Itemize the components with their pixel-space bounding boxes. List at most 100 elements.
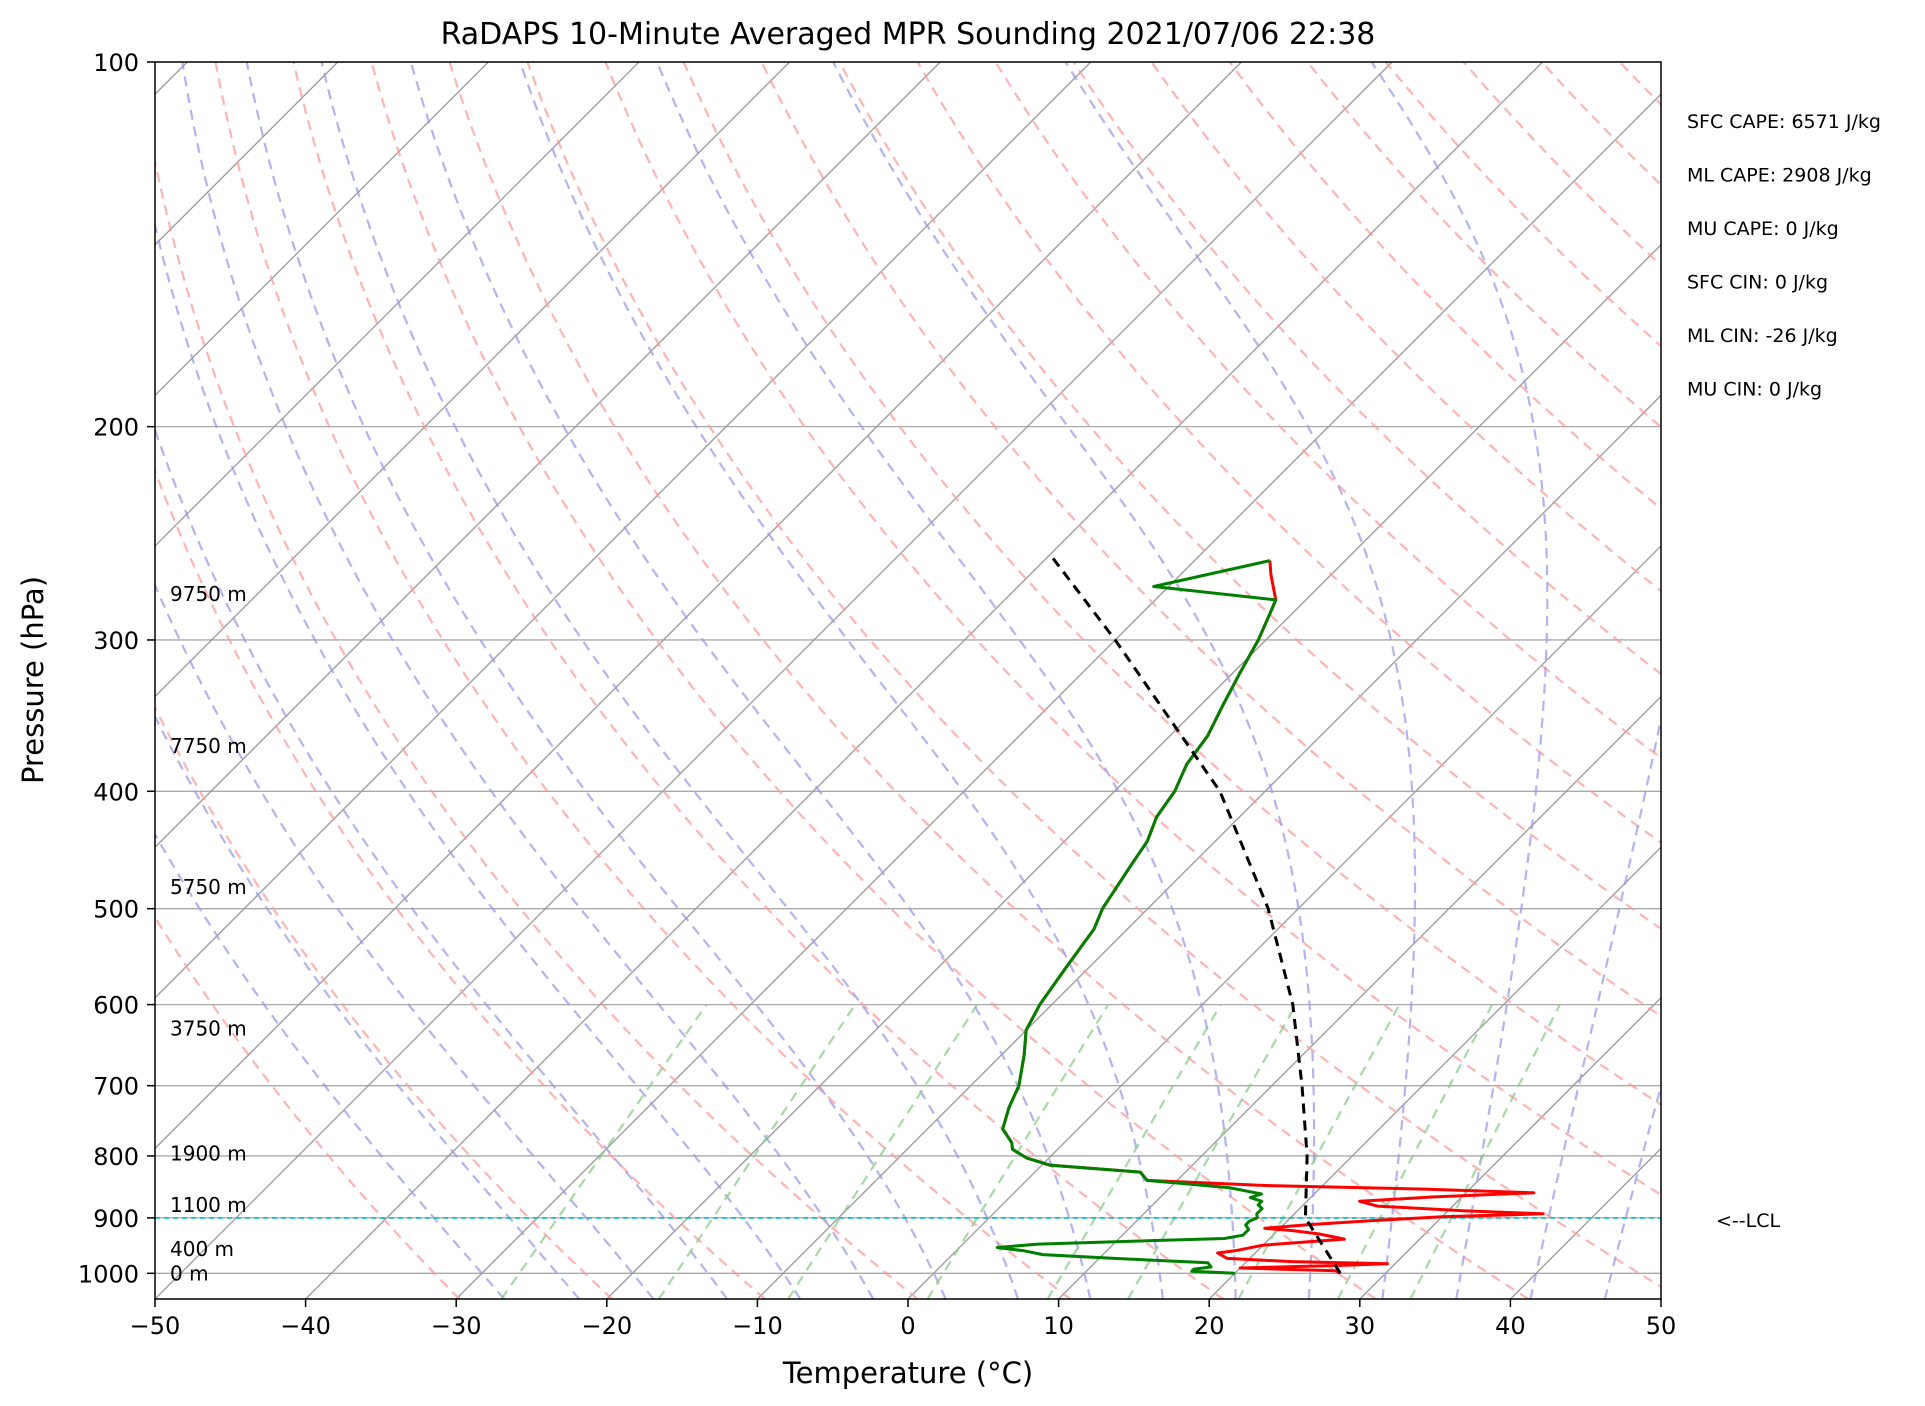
height-label: 1900 m	[170, 1141, 247, 1165]
x-tick-label: 40	[1495, 1312, 1526, 1340]
dry-adiabat-lines	[155, 62, 1925, 1299]
y-tick-label: 600	[93, 992, 139, 1020]
y-axis-ticks: 1000 900 800 700 600 500 400 300 200 100	[78, 49, 155, 1288]
stat-line: MU CIN: 0 J/kg	[1687, 379, 1822, 401]
moist-adiabat-line	[155, 426, 729, 1299]
moist-adiabat-line	[181, 62, 875, 1299]
dry-adiabat-line	[760, 62, 1661, 1018]
chart-title: RaDAPS 10-Minute Averaged MPR Sounding 2…	[441, 17, 1376, 52]
dry-adiabat-line	[1150, 62, 1661, 593]
isotherm-line	[756, 394, 1661, 1299]
y-axis-label: Pressure (hPa)	[16, 576, 50, 784]
mixing-ratio-line	[500, 1003, 708, 1299]
x-tick-label: −50	[130, 1312, 181, 1340]
dry-adiabat-line	[155, 156, 919, 1299]
y-tick-label: 400	[93, 778, 139, 806]
isotherm-line	[155, 62, 640, 547]
x-tick-label: −30	[431, 1312, 482, 1340]
moist-adiabat-line	[1529, 713, 1661, 1299]
dry-adiabat-line	[214, 62, 1072, 1299]
y-tick-label: 1000	[78, 1260, 139, 1288]
mixing-ratio-line	[1336, 1004, 1494, 1299]
y-tick-label: 900	[93, 1205, 139, 1233]
moist-adiabat-line	[245, 62, 947, 1299]
isotherm-line	[1058, 695, 1661, 1299]
stat-line: ML CAPE: 2908 J/kg	[1687, 165, 1872, 187]
x-tick-label: 50	[1646, 1312, 1677, 1340]
isobar-lines	[155, 62, 1661, 1274]
dry-adiabat-line	[1618, 62, 1661, 107]
isotherm-line	[1208, 846, 1661, 1299]
dry-adiabat-line	[1698, 62, 1925, 1299]
moist-adiabat-lines	[155, 62, 1661, 1299]
mixing-ratio-line	[1046, 1004, 1222, 1299]
x-tick-label: −40	[280, 1312, 331, 1340]
dry-adiabat-line	[526, 62, 1661, 1288]
height-label: 0 m	[170, 1261, 209, 1285]
dry-adiabat-line	[370, 62, 1377, 1299]
isotherm-line	[606, 243, 1661, 1299]
x-tick-label: −10	[732, 1312, 783, 1340]
parcel-series-line	[1048, 553, 1342, 1275]
x-tick-label: 10	[1043, 1312, 1074, 1340]
isotherm-line	[155, 62, 489, 397]
moist-adiabat-line	[409, 62, 1092, 1299]
stat-line: SFC CAPE: 6571 J/kg	[1687, 111, 1881, 133]
y-tick-label: 200	[93, 414, 139, 442]
isotherm-lines	[155, 62, 1925, 1299]
dry-adiabat-line	[682, 62, 1661, 1107]
height-label: 3750 m	[170, 1017, 247, 1041]
moist-adiabat-line	[1064, 62, 1417, 1299]
dry-adiabat-line	[155, 915, 461, 1299]
dewpoint-series-line	[995, 559, 1278, 1275]
dry-adiabat-line	[292, 62, 1224, 1299]
dry-adiabat-line	[604, 62, 1661, 1197]
y-tick-label: 800	[93, 1143, 139, 1171]
lcl-label: <--LCL	[1716, 1210, 1780, 1232]
moist-adiabat-line	[655, 62, 1237, 1299]
moist-adiabat-line	[155, 220, 802, 1299]
isotherm-line	[1812, 62, 1925, 1299]
isotherm-line	[155, 62, 1242, 1150]
isotherm-line	[155, 62, 1393, 1299]
y-tick-label: 700	[93, 1073, 139, 1101]
dry-adiabat-line	[838, 62, 1661, 931]
isotherm-line	[305, 62, 1544, 1299]
moist-adiabat-line	[155, 582, 655, 1299]
mixing-ratio-line	[787, 1004, 979, 1299]
stat-line: MU CAPE: 0 J/kg	[1687, 218, 1839, 240]
dry-adiabat-line	[155, 467, 766, 1299]
moist-adiabat-line	[155, 832, 506, 1299]
dry-adiabat-line	[448, 62, 1530, 1299]
isotherm-line	[455, 93, 1661, 1299]
dry-adiabat-line	[1072, 62, 1661, 676]
y-tick-label: 500	[93, 896, 139, 924]
dry-adiabat-line	[916, 62, 1661, 845]
isotherm-line	[1359, 996, 1661, 1299]
isotherm-line	[155, 62, 339, 246]
sounding-series	[155, 553, 1661, 1275]
x-tick-label: 0	[900, 1312, 915, 1340]
x-axis-ticks: −50 −40 −30 −20 −10 0 10 20 30 40 50	[130, 1299, 1677, 1340]
moist-adiabat-line	[832, 62, 1316, 1299]
moist-adiabat-line	[518, 62, 1164, 1299]
x-axis-label: Temperature (°C)	[782, 1356, 1033, 1390]
isotherm-line	[155, 62, 1092, 999]
height-label: 1100 m	[170, 1193, 247, 1217]
x-tick-label: 20	[1194, 1312, 1225, 1340]
moist-adiabat-line	[1603, 1082, 1661, 1299]
mixing-ratio-line	[1127, 1004, 1298, 1299]
isotherm-line	[155, 62, 791, 698]
isotherm-line	[1660, 1298, 1661, 1299]
y-tick-label: 100	[93, 49, 139, 77]
mixing-ratio-line	[657, 1003, 857, 1299]
dry-adiabat-line	[994, 62, 1661, 760]
y-tick-label: 300	[93, 627, 139, 655]
height-label: 400 m	[170, 1237, 234, 1261]
dry-adiabat-line	[1540, 62, 1661, 187]
height-label: 9750 m	[170, 582, 247, 606]
dry-adiabat-line	[1228, 62, 1661, 511]
mixing-ratio-line	[1237, 1004, 1401, 1299]
